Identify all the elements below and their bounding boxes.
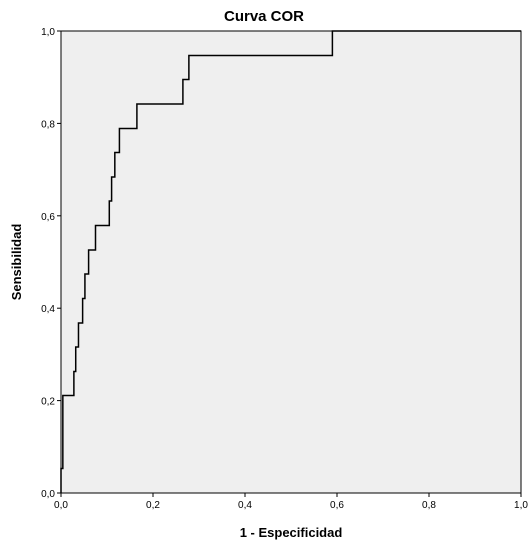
x-axis-label: 1 - Especificidad: [240, 525, 343, 540]
y-tick-label: 0,8: [41, 119, 55, 130]
x-tick-label: 0,8: [422, 500, 436, 511]
x-tick-label: 0,4: [238, 500, 252, 511]
y-axis-label: Sensibilidad: [9, 224, 24, 301]
axis-ticks: 0,0 0,2 0,4 0,6 0,8 1,0 0,0 0,2 0,4 0,6 0,8 1,0: [41, 27, 528, 511]
roc-curve-line: [60, 30, 521, 493]
x-tick-label: 0,2: [146, 500, 160, 511]
y-tick-label: 0,2: [41, 397, 55, 408]
plot-area: [61, 31, 521, 493]
plot-frame: [60, 30, 522, 494]
x-tick-label: 0,6: [330, 500, 344, 511]
x-tick-label: 0,0: [54, 500, 68, 511]
y-tick-label: 1,0: [41, 27, 55, 38]
y-tick-label: 0,0: [41, 489, 55, 500]
chart-title: Curva COR: [224, 8, 304, 25]
y-tick-label: 0,6: [41, 212, 55, 223]
x-tick-label: 1,0: [514, 500, 528, 511]
y-tick-label: 0,4: [41, 304, 55, 315]
